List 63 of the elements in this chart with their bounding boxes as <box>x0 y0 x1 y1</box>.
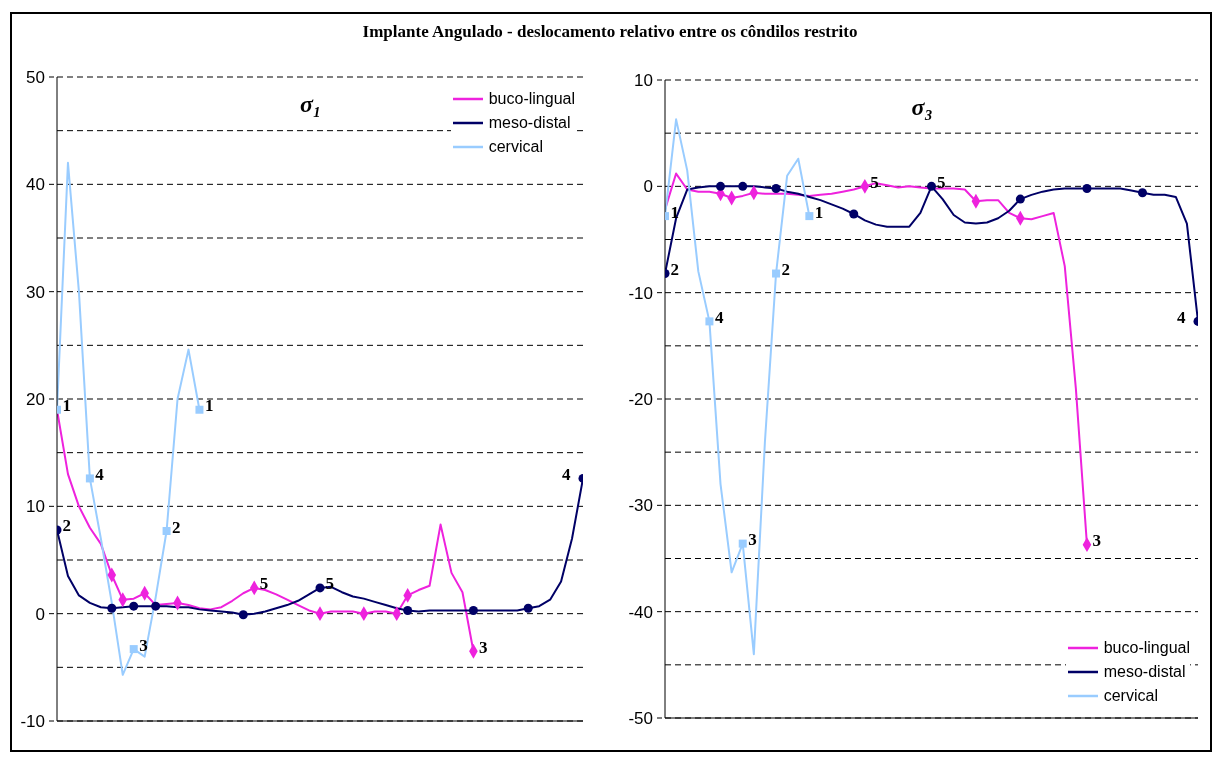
point <box>926 181 937 191</box>
series-label: 3 <box>139 635 148 655</box>
point <box>1137 188 1147 198</box>
y-tick-label: -40 <box>628 602 653 622</box>
series-label: 1 <box>670 202 679 222</box>
series-label: 1 <box>204 396 214 416</box>
point <box>85 474 94 483</box>
y-tick-label: 0 <box>35 604 45 624</box>
point <box>129 601 139 611</box>
point <box>772 269 781 278</box>
text: 1 <box>814 202 824 222</box>
series-label: 3 <box>1092 531 1101 551</box>
legend-label: cervical <box>1103 687 1158 705</box>
series-label: 5 <box>259 574 269 594</box>
series-label: 3 <box>748 530 757 550</box>
text: σ₁ <box>300 91 322 118</box>
series-label: 2 <box>670 260 679 280</box>
y-tick-label: 10 <box>634 71 653 90</box>
point <box>468 605 478 615</box>
point <box>107 603 117 613</box>
point <box>403 605 413 615</box>
legend-label: buco-lingual <box>1103 639 1190 657</box>
y-tick-label: 50 <box>26 68 45 87</box>
y-tick-label: 0 <box>643 177 653 197</box>
point <box>738 539 747 548</box>
text: 1 <box>62 396 71 416</box>
point <box>1082 183 1092 193</box>
series-label: 4 <box>714 307 724 327</box>
point <box>129 645 138 654</box>
y-tick-label: 10 <box>26 497 45 517</box>
series-label: 2 <box>62 516 71 536</box>
point <box>849 209 859 219</box>
series-label: 4 <box>95 464 105 484</box>
point <box>238 610 248 620</box>
series-label: 2 <box>781 260 791 280</box>
point <box>705 317 714 326</box>
y-tick-label: -10 <box>628 283 653 303</box>
series-label: 2 <box>172 517 181 537</box>
point <box>162 527 171 536</box>
y-tick-label: -10 <box>20 712 45 731</box>
legend-label: meso-distal <box>1103 663 1186 681</box>
chart-title: Implante Angulado - deslocamento relativo entre os côndilos restrito <box>361 22 859 42</box>
point <box>523 603 533 613</box>
point <box>771 183 781 193</box>
legend-label: meso-distal <box>488 114 571 132</box>
y-tick-label: -50 <box>628 709 653 728</box>
point <box>716 181 726 191</box>
text: σ₃ <box>911 94 933 121</box>
y-tick-label: 20 <box>26 390 45 409</box>
series-label: 5 <box>936 172 946 192</box>
y-tick-label: 30 <box>26 282 45 302</box>
point <box>151 601 161 611</box>
series-label: 3 <box>478 637 488 657</box>
y-tick-label: 40 <box>26 175 45 195</box>
legend-label: cervical <box>488 138 543 156</box>
point <box>1015 194 1025 204</box>
point <box>738 181 748 191</box>
series-label: 4 <box>561 464 571 484</box>
legend-label: buco-lingual <box>488 90 575 108</box>
series-label: 4 <box>1176 307 1186 327</box>
y-tick-label: -20 <box>628 390 653 409</box>
y-tick-label: -30 <box>628 496 653 516</box>
point <box>315 583 325 593</box>
